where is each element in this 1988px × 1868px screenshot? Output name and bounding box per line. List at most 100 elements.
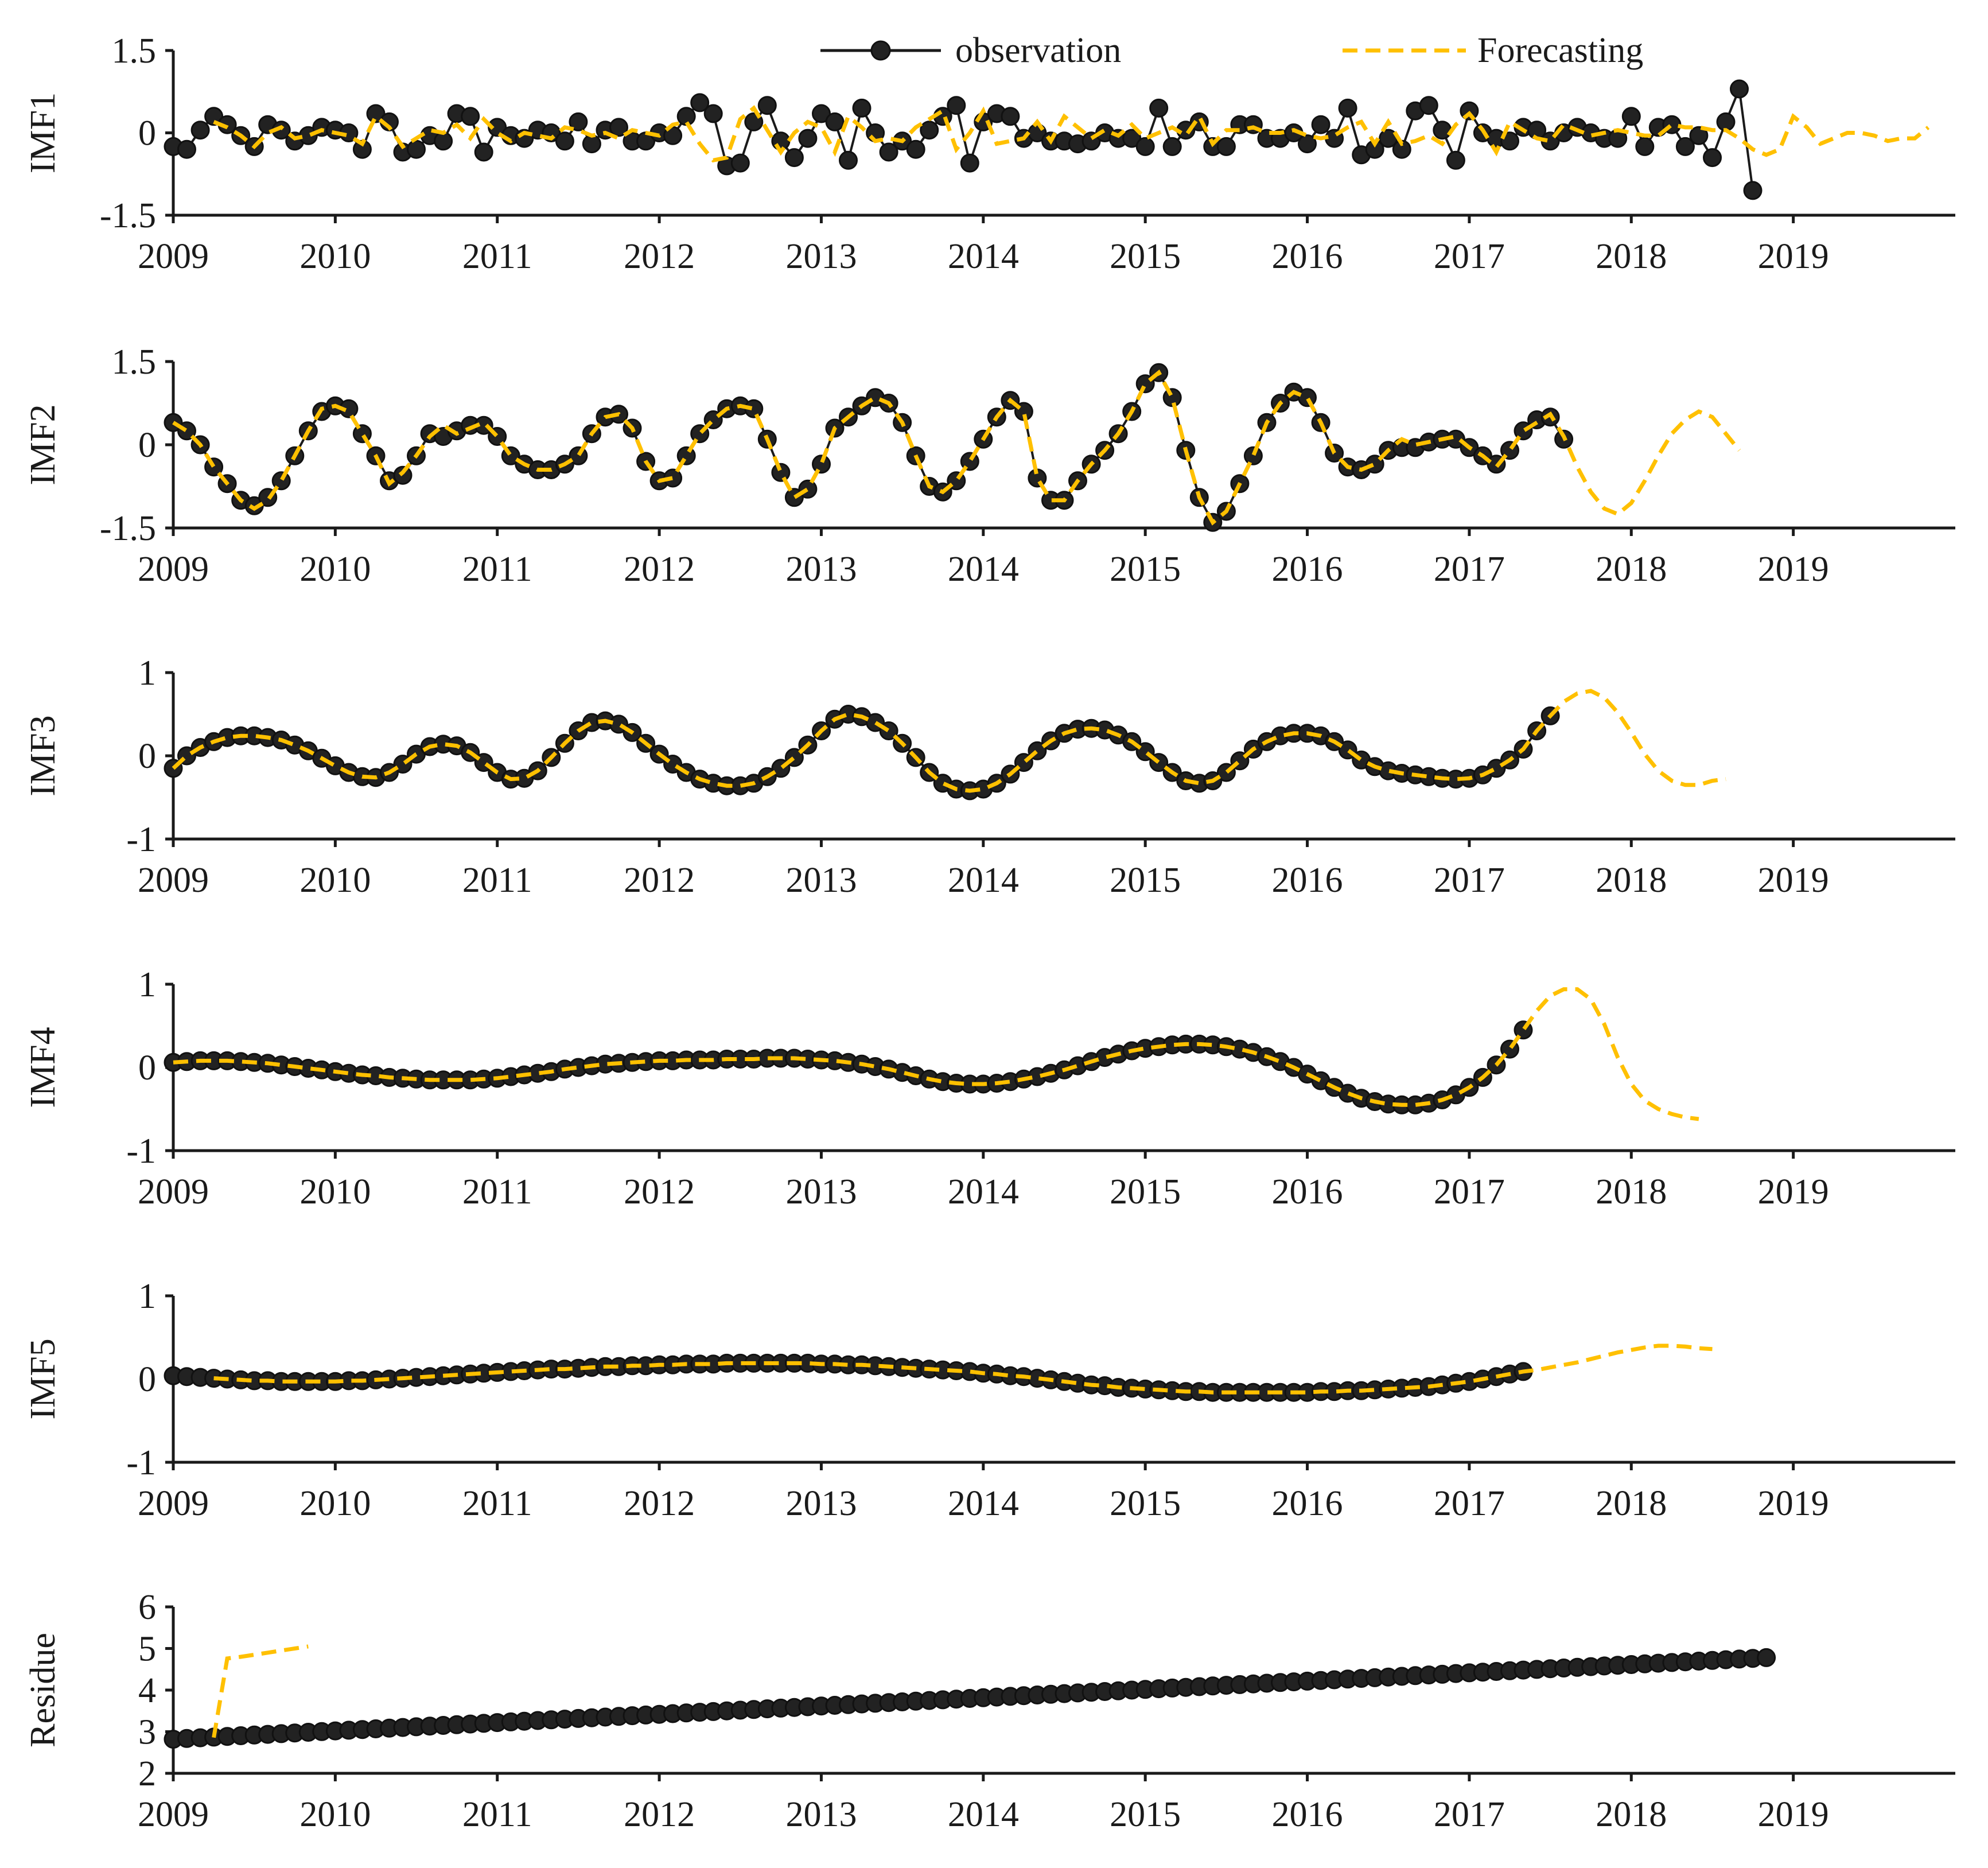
observation-point — [488, 118, 507, 137]
observation-point — [1216, 137, 1236, 156]
x-tick-label: 2014 — [948, 1484, 1019, 1523]
x-tick-label: 2011 — [462, 237, 532, 276]
x-tick-label: 2013 — [785, 1172, 857, 1211]
y-tick-label: 6 — [138, 1588, 156, 1627]
observation-point — [812, 104, 831, 123]
y-tick-label: 0 — [138, 426, 156, 465]
x-tick-label: 2016 — [1272, 550, 1343, 589]
series-forecasting-line — [173, 987, 1699, 1121]
observation-point — [1433, 121, 1452, 140]
x-tick-label: 2015 — [1110, 861, 1181, 900]
x-tick-label: 2018 — [1596, 1795, 1667, 1834]
x-tick-label: 2011 — [462, 550, 532, 589]
observation-point — [676, 107, 696, 126]
y-tick-label: -1 — [126, 1443, 156, 1482]
x-tick-label: 2009 — [138, 1172, 209, 1211]
observation-point — [798, 129, 818, 148]
observation-point — [1446, 150, 1465, 170]
y-tick-label: 5 — [138, 1630, 156, 1669]
x-tick-label: 2015 — [1110, 237, 1181, 276]
x-tick-label: 2017 — [1434, 550, 1505, 589]
x-tick-label: 2015 — [1110, 1172, 1181, 1211]
legend-observation-label: observation — [955, 31, 1121, 70]
observation-point — [771, 131, 791, 151]
observation-point — [1689, 126, 1709, 145]
x-tick-label: 2019 — [1758, 237, 1829, 276]
x-tick-label: 2016 — [1272, 861, 1343, 900]
x-tick-label: 2016 — [1272, 1795, 1343, 1834]
x-tick-label: 2010 — [299, 1484, 371, 1523]
x-tick-label: 2017 — [1434, 1795, 1505, 1834]
observation-point — [1621, 107, 1641, 126]
x-tick-label: 2018 — [1596, 1172, 1667, 1211]
observation-point — [1635, 137, 1655, 156]
y-tick-label: 3 — [138, 1713, 156, 1752]
x-tick-label: 2013 — [785, 550, 857, 589]
x-tick-label: 2014 — [948, 237, 1019, 276]
x-tick-label: 2014 — [948, 550, 1019, 589]
y-tick-label: -1 — [126, 1132, 156, 1171]
x-tick-label: 2009 — [138, 1484, 209, 1523]
x-tick-label: 2012 — [624, 1172, 695, 1211]
x-tick-label: 2016 — [1272, 1484, 1343, 1523]
x-tick-label: 2011 — [462, 1795, 532, 1834]
series-forecasting-line — [172, 369, 1741, 526]
observation-point — [1743, 181, 1763, 200]
x-tick-label: 2013 — [785, 1484, 857, 1523]
series-forecasting-line — [213, 105, 1930, 163]
x-tick-label: 2019 — [1758, 861, 1829, 900]
observation-point — [1243, 446, 1263, 465]
observation-point — [784, 148, 804, 168]
y-tick-label: 0 — [138, 114, 156, 153]
observation-point — [393, 465, 413, 485]
y-axis-title: IMF2 — [24, 404, 63, 485]
observation-point — [852, 98, 872, 118]
x-tick-label: 2017 — [1434, 861, 1505, 900]
observation-point — [1135, 137, 1155, 156]
observation-point — [190, 121, 210, 140]
observation-point — [569, 112, 588, 131]
observation-point — [177, 139, 196, 159]
y-tick-label: 1 — [138, 654, 156, 693]
observation-point — [690, 93, 710, 112]
observation-point — [1730, 79, 1749, 99]
y-tick-label: 2 — [138, 1754, 156, 1793]
x-tick-label: 2014 — [948, 861, 1019, 900]
observation-point — [947, 96, 966, 115]
y-tick-label: -1.5 — [100, 196, 156, 235]
observation-point — [461, 107, 480, 126]
observation-point — [703, 104, 723, 123]
x-tick-label: 2015 — [1110, 550, 1181, 589]
x-tick-label: 2018 — [1596, 1484, 1667, 1523]
x-tick-label: 2013 — [785, 237, 857, 276]
observation-point — [204, 107, 224, 126]
observation-point — [825, 112, 845, 131]
y-axis-title: IMF5 — [24, 1338, 63, 1419]
observation-point — [771, 463, 791, 482]
series-forecasting-line — [212, 1644, 309, 1738]
legend-observation-marker — [870, 40, 891, 61]
observation-point — [1365, 455, 1384, 474]
x-tick-label: 2012 — [624, 1795, 695, 1834]
observation-point — [407, 139, 426, 159]
observation-point — [434, 131, 453, 151]
x-tick-label: 2012 — [624, 550, 695, 589]
x-tick-label: 2011 — [462, 861, 532, 900]
observation-point — [555, 131, 574, 151]
y-tick-label: -1 — [126, 820, 156, 859]
observation-point — [1298, 134, 1317, 154]
x-tick-label: 2019 — [1758, 550, 1829, 589]
x-tick-label: 2014 — [948, 1795, 1019, 1834]
y-tick-label: 1 — [138, 1277, 156, 1316]
x-tick-label: 2018 — [1596, 861, 1667, 900]
legend: observation Forecasting — [820, 31, 1643, 70]
observation-point — [812, 455, 831, 474]
observation-point — [960, 153, 979, 173]
y-tick-label: 1.5 — [112, 32, 157, 71]
y-axis-title: IMF4 — [24, 1027, 63, 1108]
